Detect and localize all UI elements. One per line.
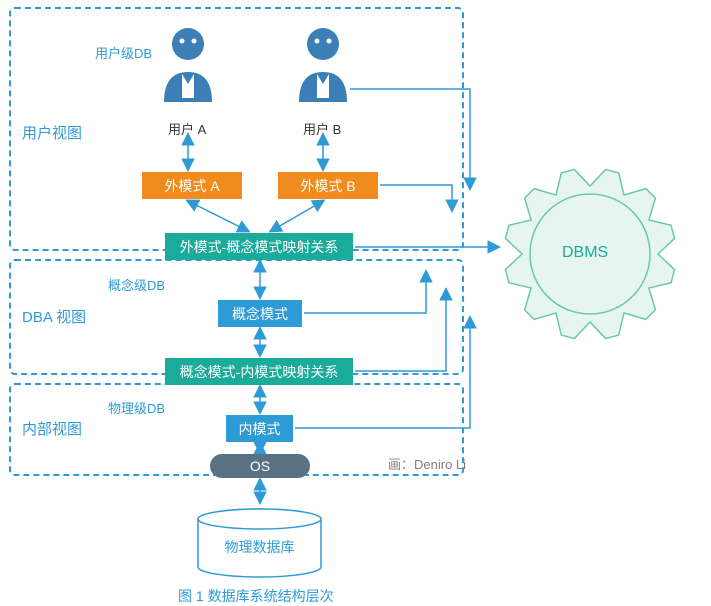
diagram-stage: 用户视图 DBA 视图 内部视图 用户级DB 概念级DB 物理级DB 用户 A …	[0, 0, 711, 606]
box-os: OS	[210, 454, 310, 478]
label-credit: 画：Deniro Li	[388, 454, 466, 473]
person-icon-a	[158, 24, 218, 119]
label-user-b: 用户 B	[303, 119, 341, 138]
label-user-a: 用户 A	[168, 119, 206, 138]
box-ext-concept-mapping: 外模式-概念模式映射关系	[165, 233, 353, 260]
figure-caption: 图 1 数据库系统结构层次	[178, 586, 334, 606]
box-internal-schema: 内模式	[226, 415, 293, 442]
label-inner-view: 内部视图	[22, 418, 82, 439]
label-user-view: 用户视图	[22, 122, 82, 143]
gear-label: DBMS	[562, 244, 608, 262]
label-concept-db: 概念级DB	[108, 275, 165, 294]
box-external-schema-b: 外模式 B	[278, 172, 378, 199]
box-conceptual-schema: 概念模式	[218, 300, 302, 327]
box-concept-internal-mapping: 概念模式-内模式映射关系	[165, 358, 353, 385]
label-user-db: 用户级DB	[95, 43, 152, 62]
label-dba-view: DBA 视图	[22, 306, 86, 327]
label-physical-db: 物理级DB	[108, 398, 165, 417]
cylinder-physical-db: 物理数据库	[197, 509, 322, 592]
box-external-schema-a: 外模式 A	[142, 172, 242, 199]
person-icon-b	[293, 24, 353, 119]
svg-text:物理数据库: 物理数据库	[225, 539, 295, 555]
